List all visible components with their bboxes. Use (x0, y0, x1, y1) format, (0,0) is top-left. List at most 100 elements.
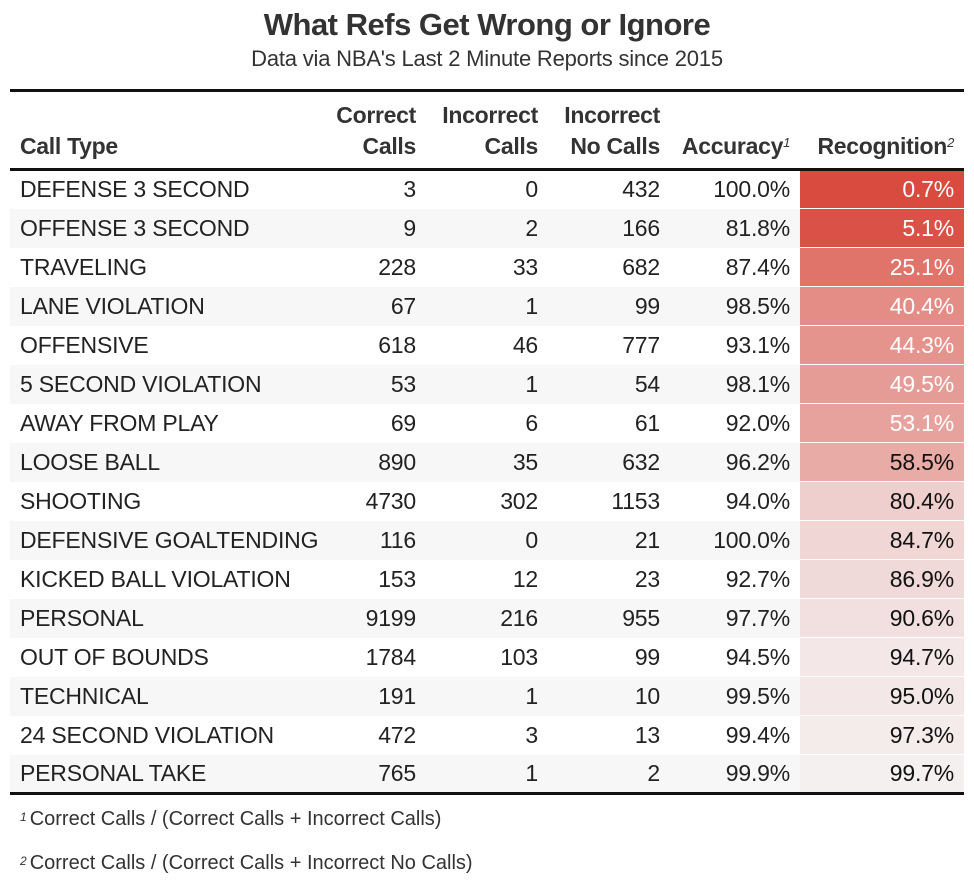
table-row: OFFENSIVE 618 46 777 93.1% 44.3% (10, 325, 964, 365)
table-row: DEFENSE 3 SECOND 3 0 432 100.0% 0.7% (10, 169, 964, 209)
cell-call-type: PERSONAL TAKE (20, 759, 207, 786)
header: What Refs Get Wrong or Ignore Data via N… (0, 0, 974, 74)
cell-incorrect-calls: 1 (525, 759, 538, 786)
table-row: LOOSE BALL 890 35 632 96.2% 58.5% (10, 442, 964, 482)
cell-recognition: 80.4% (800, 481, 964, 521)
cell-accuracy: 81.8% (725, 214, 790, 241)
table-header: Call Type Correct Calls Incorrect Calls In… (10, 90, 964, 170)
cell-correct-calls: 153 (378, 565, 416, 592)
table-row: TRAVELING 228 33 682 87.4% 25.1% (10, 247, 964, 287)
footnote-marker: 2 (947, 135, 954, 150)
page-title: What Refs Get Wrong or Ignore (263, 7, 711, 42)
cell-correct-calls: 3 (403, 176, 416, 203)
cell-call-type: LANE VIOLATION (20, 292, 205, 319)
cell-call-type: 24 SECOND VIOLATION (20, 721, 274, 748)
cell-accuracy: 92.0% (725, 409, 790, 436)
cell-recognition: 94.7% (800, 637, 964, 677)
footnote-1: 1 Correct Calls / (Correct Calls + Incorr… (20, 808, 442, 830)
cell-call-type: DEFENSE 3 SECOND (20, 176, 250, 203)
cell-incorrect-no-calls: 99 (634, 292, 660, 319)
cell-incorrect-no-calls: 99 (634, 643, 660, 670)
cell-incorrect-calls: 1 (525, 292, 538, 319)
cell-accuracy: 94.0% (725, 487, 790, 514)
cell-call-type: PERSONAL (20, 604, 144, 631)
cell-correct-calls: 472 (378, 721, 416, 748)
cell-incorrect-calls: 2 (525, 214, 538, 241)
cell-incorrect-no-calls: 2 (647, 759, 660, 786)
cell-accuracy: 99.9% (725, 759, 790, 786)
cell-call-type: LOOSE BALL (20, 448, 160, 475)
table-row: KICKED BALL VIOLATION 153 12 23 92.7% 86.9% (10, 559, 964, 599)
cell-incorrect-calls: 216 (500, 604, 538, 631)
cell-recognition: 58.5% (800, 442, 964, 482)
cell-incorrect-no-calls: 432 (622, 176, 660, 203)
cell-recognition: 44.3% (800, 325, 964, 365)
footnote-marker: 1 (783, 135, 790, 150)
cell-incorrect-no-calls: 54 (634, 370, 660, 397)
footnotes: 1 Correct Calls / (Correct Calls + Incorr… (20, 797, 473, 885)
cell-accuracy: 87.4% (725, 253, 790, 280)
cell-correct-calls: 67 (390, 292, 416, 319)
col-header-correct-calls: Correct Calls (336, 102, 416, 159)
cell-call-type: TECHNICAL (20, 682, 149, 709)
cell-call-type: SHOOTING (20, 487, 142, 514)
cell-call-type: KICKED BALL VIOLATION (20, 565, 291, 592)
cell-recognition: 49.5% (800, 364, 964, 404)
cell-correct-calls: 618 (378, 331, 416, 358)
table-row: DEFENSIVE GOALTENDING 116 0 21 100.0% 84.7% (10, 520, 964, 560)
cell-incorrect-no-calls: 955 (622, 604, 660, 631)
cell-accuracy: 96.2% (725, 448, 790, 475)
cell-accuracy: 92.7% (725, 565, 790, 592)
cell-correct-calls: 765 (378, 759, 416, 786)
cell-accuracy: 93.1% (725, 331, 790, 358)
cell-accuracy: 94.5% (725, 643, 790, 670)
cell-incorrect-calls: 33 (512, 253, 538, 280)
data-table-container: Call Type Correct Calls Incorrect Calls In… (10, 89, 964, 795)
col-header-recognition: Recognition2 (817, 133, 954, 159)
cell-correct-calls: 9 (403, 214, 416, 241)
cell-incorrect-no-calls: 1153 (611, 487, 660, 514)
cell-incorrect-no-calls: 777 (622, 331, 660, 358)
cell-recognition: 95.0% (800, 676, 964, 716)
cell-recognition: 99.7% (800, 754, 964, 794)
col-header-incorrect-no-calls: Incorrect No Calls (564, 102, 660, 159)
cell-correct-calls: 228 (378, 253, 416, 280)
cell-correct-calls: 9199 (365, 604, 417, 631)
cell-accuracy: 100.0% (713, 176, 790, 203)
cell-incorrect-calls: 6 (525, 409, 538, 436)
cell-recognition: 97.3% (800, 715, 964, 755)
cell-call-type: 5 SECOND VIOLATION (20, 370, 262, 397)
table-row: 24 SECOND VIOLATION 472 3 13 99.4% 97.3% (10, 715, 964, 755)
cell-correct-calls: 69 (390, 409, 416, 436)
cell-incorrect-no-calls: 61 (634, 409, 660, 436)
cell-call-type: OUT OF BOUNDS (20, 643, 209, 670)
table-row: 5 SECOND VIOLATION 53 1 54 98.1% 49.5% (10, 364, 964, 404)
cell-incorrect-calls: 46 (512, 331, 538, 358)
cell-incorrect-calls: 302 (500, 487, 538, 514)
cell-recognition: 5.1% (800, 208, 964, 248)
cell-incorrect-no-calls: 21 (634, 526, 660, 553)
col-header-incorrect-calls: Incorrect Calls (442, 102, 538, 159)
table-row: AWAY FROM PLAY 69 6 61 92.0% 53.1% (10, 403, 964, 443)
col-header-call-type: Call Type (20, 133, 118, 159)
cell-incorrect-calls: 3 (525, 721, 538, 748)
cell-correct-calls: 116 (379, 526, 416, 553)
cell-incorrect-calls: 0 (525, 526, 538, 553)
cell-accuracy: 98.1% (725, 370, 790, 397)
cell-accuracy: 97.7% (725, 604, 790, 631)
cell-correct-calls: 53 (390, 370, 416, 397)
cell-incorrect-calls: 1 (525, 370, 538, 397)
cell-accuracy: 98.5% (725, 292, 790, 319)
table-row: SHOOTING 4730 302 1153 94.0% 80.4% (10, 481, 964, 521)
cell-recognition: 86.9% (800, 559, 964, 599)
cell-incorrect-no-calls: 10 (634, 682, 660, 709)
cell-call-type: OFFENSE 3 SECOND (20, 214, 250, 241)
cell-correct-calls: 4730 (365, 487, 417, 514)
cell-call-type: TRAVELING (20, 253, 147, 280)
cell-incorrect-no-calls: 682 (622, 253, 660, 280)
cell-incorrect-calls: 1 (525, 682, 538, 709)
table-row: LANE VIOLATION 67 1 99 98.5% 40.4% (10, 286, 964, 326)
cell-call-type: DEFENSIVE GOALTENDING (20, 526, 319, 553)
table-row: OUT OF BOUNDS 1784 103 99 94.5% 94.7% (10, 637, 964, 677)
cell-accuracy: 99.5% (725, 682, 790, 709)
